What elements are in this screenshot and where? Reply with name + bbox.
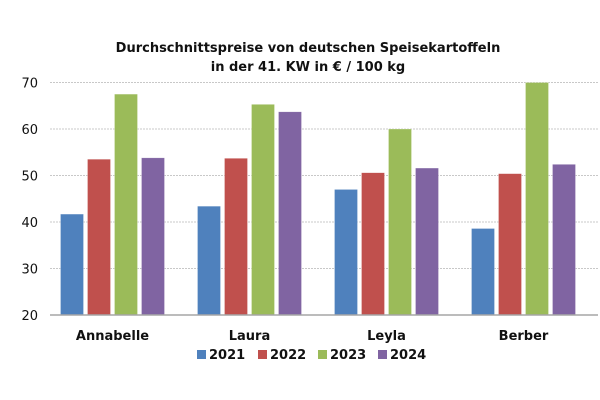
bar-berber-2024 [552,164,576,316]
x-axis-categories: Annabelle Laura Leyla Berber [76,329,549,344]
legend-label: 2022 [270,348,306,363]
legend-item-2023: 2023 [318,348,366,363]
y-tick-label: 60 [21,123,38,138]
bar-berber-2021 [471,228,495,316]
bar-berber-2022 [498,173,522,316]
y-axis-ticks: 20 30 40 50 60 70 [21,77,38,325]
bar-leyla-2024 [415,167,439,316]
bar-annabelle-2024 [141,157,165,316]
legend-label: 2023 [330,348,366,363]
legend-label: 2021 [209,348,245,363]
legend-swatch [197,350,206,359]
x-category-label: Annabelle [76,329,149,344]
legend-swatch [318,350,327,359]
legend: 2021 2022 2023 2024 [197,348,426,363]
x-category-label: Berber [499,329,549,344]
bar-annabelle-2021 [60,213,84,316]
bar-laura-2024 [278,111,302,316]
chart-title: Durchschnittspreise von deutschen Speise… [116,41,501,56]
legend-item-2022: 2022 [258,348,306,363]
bar-leyla-2021 [334,189,358,316]
bar-leyla-2022 [361,172,385,316]
bar-laura-2022 [224,158,248,316]
y-tick-label: 30 [21,263,38,278]
bar-berber-2023 [525,82,549,316]
y-tick-label: 20 [21,309,38,324]
bar-annabelle-2023 [114,93,138,316]
bar-annabelle-2022 [87,158,111,316]
legend-item-2021: 2021 [197,348,245,363]
bar-leyla-2023 [388,128,412,316]
chart-subtitle: in der 41. KW in € / 100 kg [211,60,406,75]
y-tick-label: 40 [21,216,38,231]
y-tick-label: 70 [21,77,38,92]
y-tick-label: 50 [21,170,38,185]
legend-swatch [378,350,387,359]
legend-label: 2024 [390,348,426,363]
bar-laura-2023 [251,104,275,316]
bar-laura-2021 [197,205,221,316]
legend-swatch [258,350,267,359]
legend-item-2024: 2024 [378,348,426,363]
x-category-label: Leyla [367,329,406,344]
bars [60,82,576,316]
x-category-label: Laura [229,329,271,344]
